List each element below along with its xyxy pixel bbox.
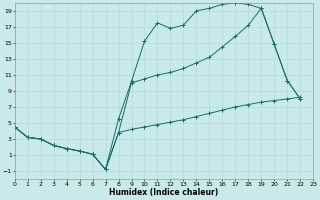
X-axis label: Humidex (Indice chaleur): Humidex (Indice chaleur) — [109, 188, 219, 197]
